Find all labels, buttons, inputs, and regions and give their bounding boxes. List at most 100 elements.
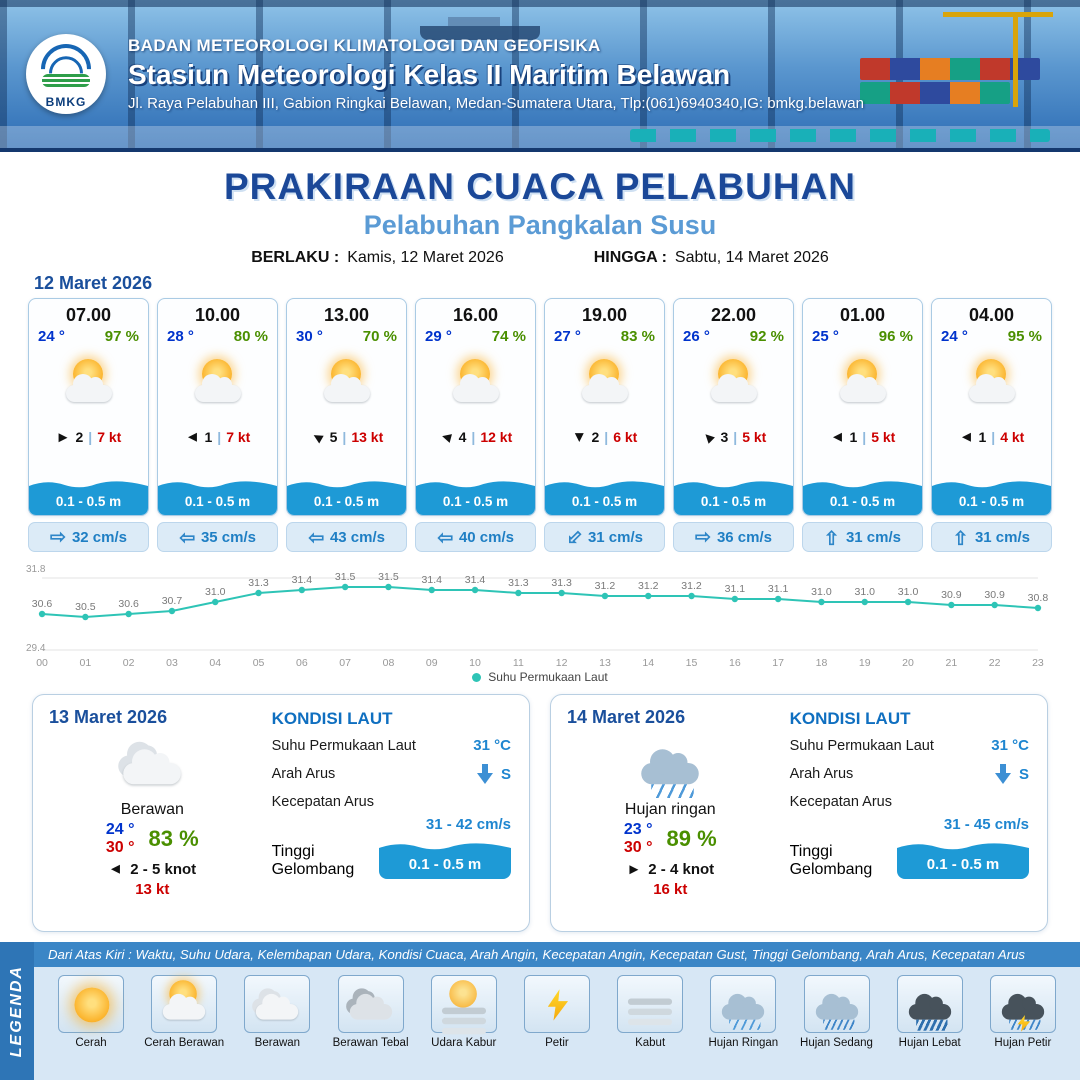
sea-current-chip: 40 cm/s bbox=[415, 522, 536, 552]
wave-height-band: 0.1 - 0.5 m bbox=[545, 479, 664, 515]
card-weather-icon-area bbox=[545, 345, 664, 425]
valid-to-label: HINGGA : bbox=[593, 249, 667, 266]
wind-speed: 4 bbox=[458, 429, 467, 445]
sea-wave-box: 0.1 - 0.5 m bbox=[896, 841, 1029, 879]
weather-icon bbox=[341, 978, 400, 1030]
svg-text:00: 00 bbox=[36, 657, 48, 669]
legend-item-label: Hujan Ringan bbox=[708, 1037, 779, 1049]
hourly-forecast-section: 12 Maret 2026 07.00 24 ° 97 % 2 | 7 kt bbox=[0, 267, 1080, 552]
wind-gust: 7 kt bbox=[97, 429, 122, 445]
wind-speed: 5 bbox=[329, 429, 338, 445]
separator: | bbox=[217, 429, 222, 445]
card-temperature: 30 ° bbox=[296, 328, 323, 345]
forecast-card-body: 22.00 26 ° 92 % 3 | 5 kt 0.1 - 0.5 m bbox=[673, 298, 794, 516]
weather-icon bbox=[434, 978, 493, 1030]
card-wind-row: 3 | 5 kt bbox=[674, 425, 793, 449]
legend-dot-icon bbox=[472, 672, 482, 682]
weather-icon bbox=[807, 978, 866, 1030]
svg-text:19: 19 bbox=[859, 657, 871, 669]
forecast-card-body: 13.00 30 ° 70 % 5 | 13 kt 0.1 - 0.5 m bbox=[286, 298, 407, 516]
card-weather-icon-area bbox=[29, 345, 148, 425]
wave-height-band: 0.1 - 0.5 m bbox=[287, 479, 406, 515]
svg-text:22: 22 bbox=[989, 657, 1001, 669]
legend-title: LEGENDA bbox=[8, 964, 25, 1058]
valid-to-value: Sabtu, 14 Maret 2026 bbox=[674, 249, 829, 266]
south-arrow-icon bbox=[476, 764, 493, 784]
legend-item: Hujan Petir bbox=[978, 975, 1068, 1076]
day-wind-row: 2 - 5 knot bbox=[108, 861, 196, 878]
valid-from-label: BERLAKU : bbox=[251, 249, 340, 266]
svg-text:31.4: 31.4 bbox=[421, 574, 442, 586]
card-temperature: 27 ° bbox=[554, 328, 581, 345]
svg-text:03: 03 bbox=[166, 657, 178, 669]
sea-current-chip: 35 cm/s bbox=[157, 522, 278, 552]
svg-text:31.0: 31.0 bbox=[898, 586, 919, 598]
bmkg-logo-arcs-icon bbox=[30, 34, 102, 105]
wave-crest-graphic bbox=[545, 481, 664, 491]
sea-sst-label: Suhu Permukaan Laut bbox=[789, 737, 934, 754]
svg-text:31.1: 31.1 bbox=[768, 583, 789, 595]
current-speed: 32 cm/s bbox=[71, 528, 127, 546]
legend-icon-box bbox=[244, 975, 311, 1033]
forecast-card-body: 10.00 28 ° 80 % 1 | 7 kt 0.1 - 0.5 m bbox=[157, 298, 278, 516]
svg-text:31.3: 31.3 bbox=[551, 577, 572, 589]
forecast-card-body: 16.00 29 ° 74 % 4 | 12 kt 0.1 - 0.5 m bbox=[415, 298, 536, 516]
day-temp-humidity: 24 ° 30 ° 83 % bbox=[106, 821, 199, 857]
sst-chart-section: 31.8 29.4 30.6 00 30.5 01 30.6 02 30.7 03 31.0 04… bbox=[26, 560, 1052, 684]
legend-item: Petir bbox=[512, 975, 602, 1076]
station-name: Stasiun Meteorologi Kelas II Maritim Bel… bbox=[128, 59, 731, 90]
wave-height-value: 0.1 - 0.5 m bbox=[932, 491, 1051, 515]
wave-height-band: 0.1 - 0.5 m bbox=[416, 479, 535, 515]
current-direction-icon bbox=[179, 528, 195, 547]
svg-text:31.0: 31.0 bbox=[811, 586, 832, 598]
day-temp-min: 23 ° bbox=[623, 821, 653, 838]
forecast-card: 01.00 25 ° 96 % 1 | 5 kt 0.1 - 0.5 m bbox=[802, 298, 923, 552]
weather-icon bbox=[831, 357, 895, 413]
sea-wave-row: Tinggi Gelombang 0.1 - 0.5 m bbox=[272, 841, 511, 879]
bmkg-logo-wave-icon bbox=[42, 74, 90, 87]
wave-height-band: 0.1 - 0.5 m bbox=[674, 479, 793, 515]
legend-item-label: Cerah Berawan bbox=[144, 1037, 225, 1049]
wave-height-value: 0.1 - 0.5 m bbox=[545, 491, 664, 515]
daily-forecast-section: 13 Maret 2026 Berawan 24 ° 30 ° 83 % 2 -… bbox=[0, 684, 1080, 932]
wave-crest-graphic bbox=[378, 843, 511, 853]
svg-text:21: 21 bbox=[945, 657, 957, 669]
forecast-card: 07.00 24 ° 97 % 2 | 7 kt 0.1 - 0.5 m bbox=[28, 298, 149, 552]
card-wind-row: 2 | 7 kt bbox=[29, 425, 148, 449]
svg-text:05: 05 bbox=[253, 657, 265, 669]
card-wind-row: 1 | 5 kt bbox=[803, 425, 922, 449]
legend-item: Berawan Tebal bbox=[326, 975, 416, 1076]
legend-item: Kabut bbox=[605, 975, 695, 1076]
forecast-cards-row: 07.00 24 ° 97 % 2 | 7 kt 0.1 - 0.5 m bbox=[28, 298, 1052, 552]
day-condition: Hujan ringan bbox=[624, 801, 716, 818]
wind-speed: 3 bbox=[720, 429, 729, 445]
wind-speed: 1 bbox=[849, 429, 858, 445]
svg-text:30.5: 30.5 bbox=[75, 601, 96, 613]
legend-icon-box bbox=[58, 975, 124, 1033]
day-humidity: 89 % bbox=[666, 826, 717, 851]
sea-sst-row: Suhu Permukaan Laut 31 °C bbox=[272, 737, 511, 754]
day-weather-icon-area bbox=[118, 735, 184, 797]
card-wind-row: 4 | 12 kt bbox=[416, 425, 535, 449]
wave-height-value: 0.1 - 0.5 m bbox=[803, 491, 922, 515]
sea-current-chip: 31 cm/s bbox=[802, 522, 923, 552]
sea-current-speed-value: 31 - 42 cm/s bbox=[425, 816, 511, 833]
card-time: 10.00 bbox=[194, 305, 241, 325]
day-card: 13 Maret 2026 Berawan 24 ° 30 ° 83 % 2 -… bbox=[32, 694, 530, 932]
sea-conditions-heading: KONDISI LAUT bbox=[789, 709, 911, 728]
legend-item: Hujan Sedang bbox=[792, 975, 882, 1076]
wind-gust: 4 kt bbox=[1000, 429, 1025, 445]
sea-conditions-panel: KONDISI LAUT Suhu Permukaan Laut 31 °C A… bbox=[258, 705, 515, 921]
wind-direction-icon bbox=[56, 430, 71, 445]
wave-height-value: 0.1 - 0.5 m bbox=[29, 491, 148, 515]
forecast-card: 19.00 27 ° 83 % 2 | 6 kt 0.1 - 0.5 m bbox=[544, 298, 665, 552]
legend-item-label: Berawan Tebal bbox=[332, 1037, 409, 1049]
svg-text:31.5: 31.5 bbox=[335, 571, 356, 583]
svg-text:30.9: 30.9 bbox=[984, 589, 1005, 601]
svg-text:07: 07 bbox=[339, 657, 351, 669]
day-humidity: 83 % bbox=[148, 826, 199, 851]
forecast-card: 16.00 29 ° 74 % 4 | 12 kt 0.1 - 0.5 m bbox=[415, 298, 536, 552]
weather-icon bbox=[702, 357, 766, 413]
card-wind-row: 2 | 6 kt bbox=[545, 425, 664, 449]
weather-icon bbox=[527, 978, 586, 1030]
